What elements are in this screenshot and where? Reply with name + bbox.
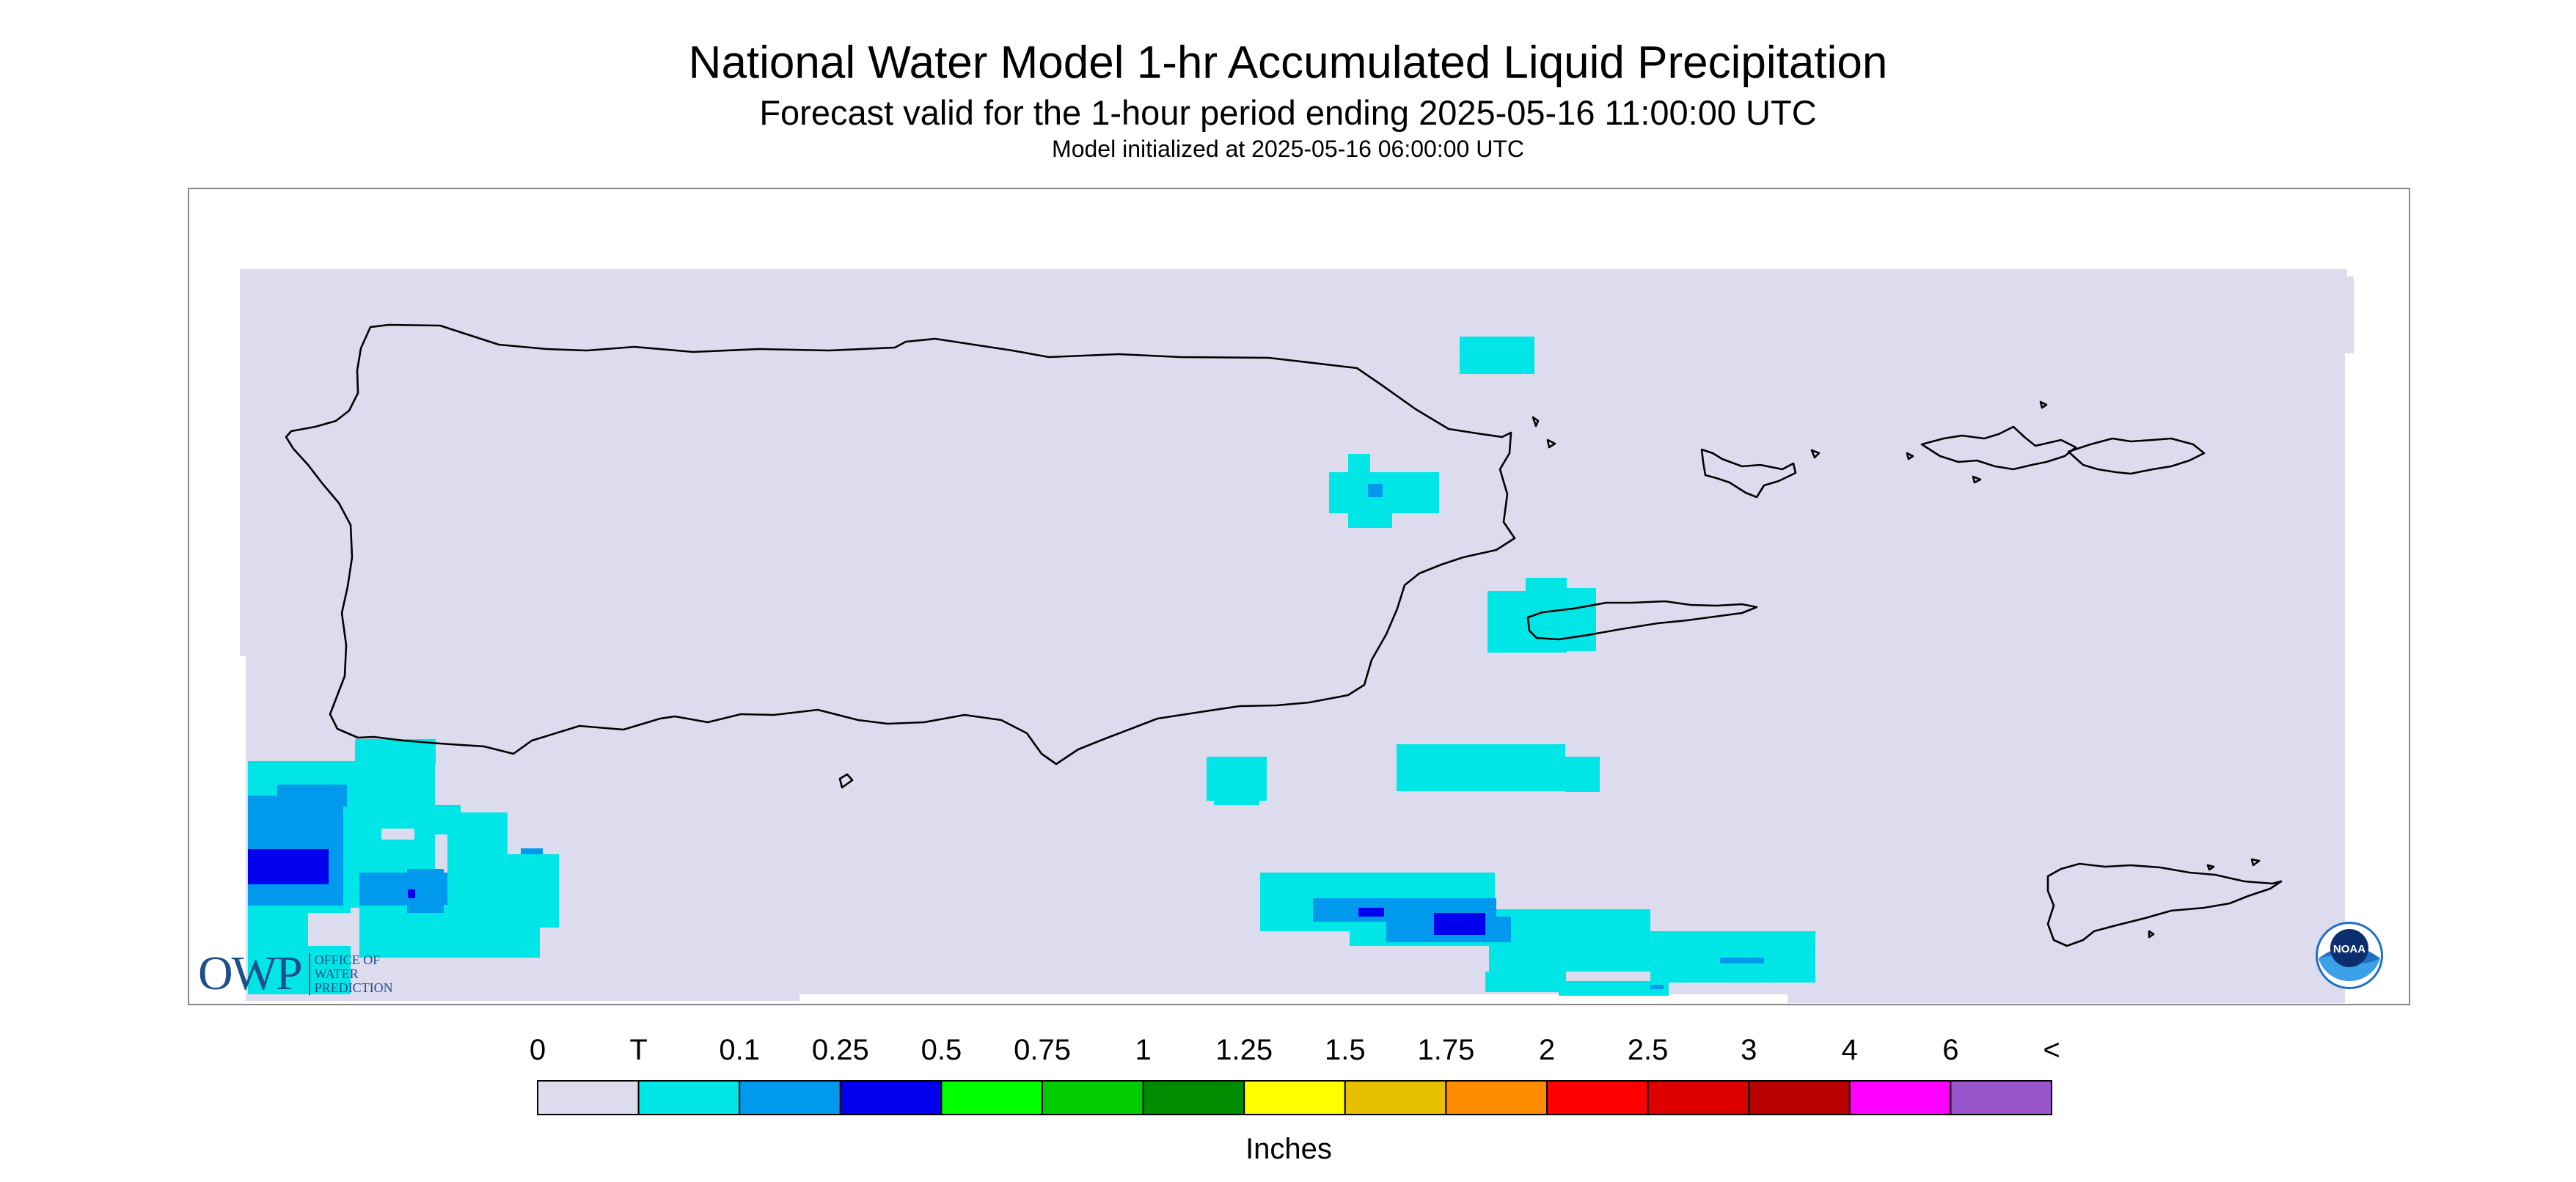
legend-label: 0.5	[921, 1034, 962, 1066]
legend-colorbar	[537, 1080, 2052, 1115]
noaa-logo-text: NOAA	[2333, 943, 2365, 955]
legend-swatch	[1142, 1080, 1245, 1115]
owp-logo-text: OFFICE OF WATER PREDICTION	[308, 952, 393, 995]
precip-0.25-areas	[248, 849, 1485, 935]
vieques-coastline	[1526, 600, 1758, 641]
legend-swatch	[1445, 1080, 1548, 1115]
legend-label: 0.75	[1014, 1034, 1071, 1066]
legend-swatch	[637, 1080, 741, 1115]
legend-swatch	[1042, 1080, 1144, 1115]
legend-label: 1.25	[1215, 1034, 1273, 1066]
legend-label: 2.5	[1627, 1034, 1669, 1066]
map-title: National Water Model 1-hr Accumulated Li…	[688, 37, 1888, 88]
legend-label: 2	[1538, 1034, 1556, 1066]
legend-label: 0.25	[811, 1034, 869, 1066]
model-init-text: Model initialized at 2025-05-16 06:00:00…	[1052, 136, 1524, 162]
legend-label: 4	[1841, 1034, 1858, 1066]
culebra-coastline	[1700, 448, 1797, 499]
legend-swatch	[1748, 1080, 1851, 1115]
st-croix-coastline	[2046, 862, 2283, 947]
legend-label: 1.75	[1417, 1034, 1475, 1066]
legend-swatch	[940, 1080, 1044, 1115]
legend-label: 1.5	[1324, 1034, 1366, 1066]
legend-label: 6	[1942, 1034, 1959, 1066]
legend-swatch	[1848, 1080, 1952, 1115]
legend-label: <	[2043, 1034, 2060, 1066]
legend-swatch	[1647, 1080, 1750, 1115]
model-domain	[240, 269, 2354, 1003]
legend-swatch	[1950, 1080, 2052, 1115]
legend-label: T	[629, 1034, 648, 1066]
legend-label: 0	[529, 1034, 546, 1066]
legend-swatch	[1344, 1080, 1447, 1115]
puerto-rico-coastline	[285, 323, 1516, 766]
coastlines	[285, 323, 2283, 947]
legend-label: 3	[1741, 1034, 1757, 1066]
legend-swatch	[1546, 1080, 1649, 1115]
legend-label: 1	[1135, 1034, 1152, 1066]
owp-logo-mark: OWP	[198, 947, 303, 1000]
legend-swatch	[739, 1080, 841, 1115]
st-john-coastline	[2067, 437, 2206, 475]
legend-swatch	[839, 1080, 943, 1115]
owp-logo: OWP OFFICE OF WATER PREDICTION	[198, 946, 393, 1002]
legend-swatch	[1243, 1080, 1346, 1115]
noaa-logo: NOAA	[2316, 922, 2383, 989]
legend-swatch	[537, 1080, 640, 1115]
legend-units: Inches	[1245, 1133, 1332, 1165]
map-subtitle: Forecast valid for the 1-hour period end…	[759, 93, 1817, 132]
precip-gaps	[308, 829, 414, 946]
legend-label: 0.1	[719, 1034, 760, 1066]
st-thomas-coastline	[1920, 425, 2077, 471]
